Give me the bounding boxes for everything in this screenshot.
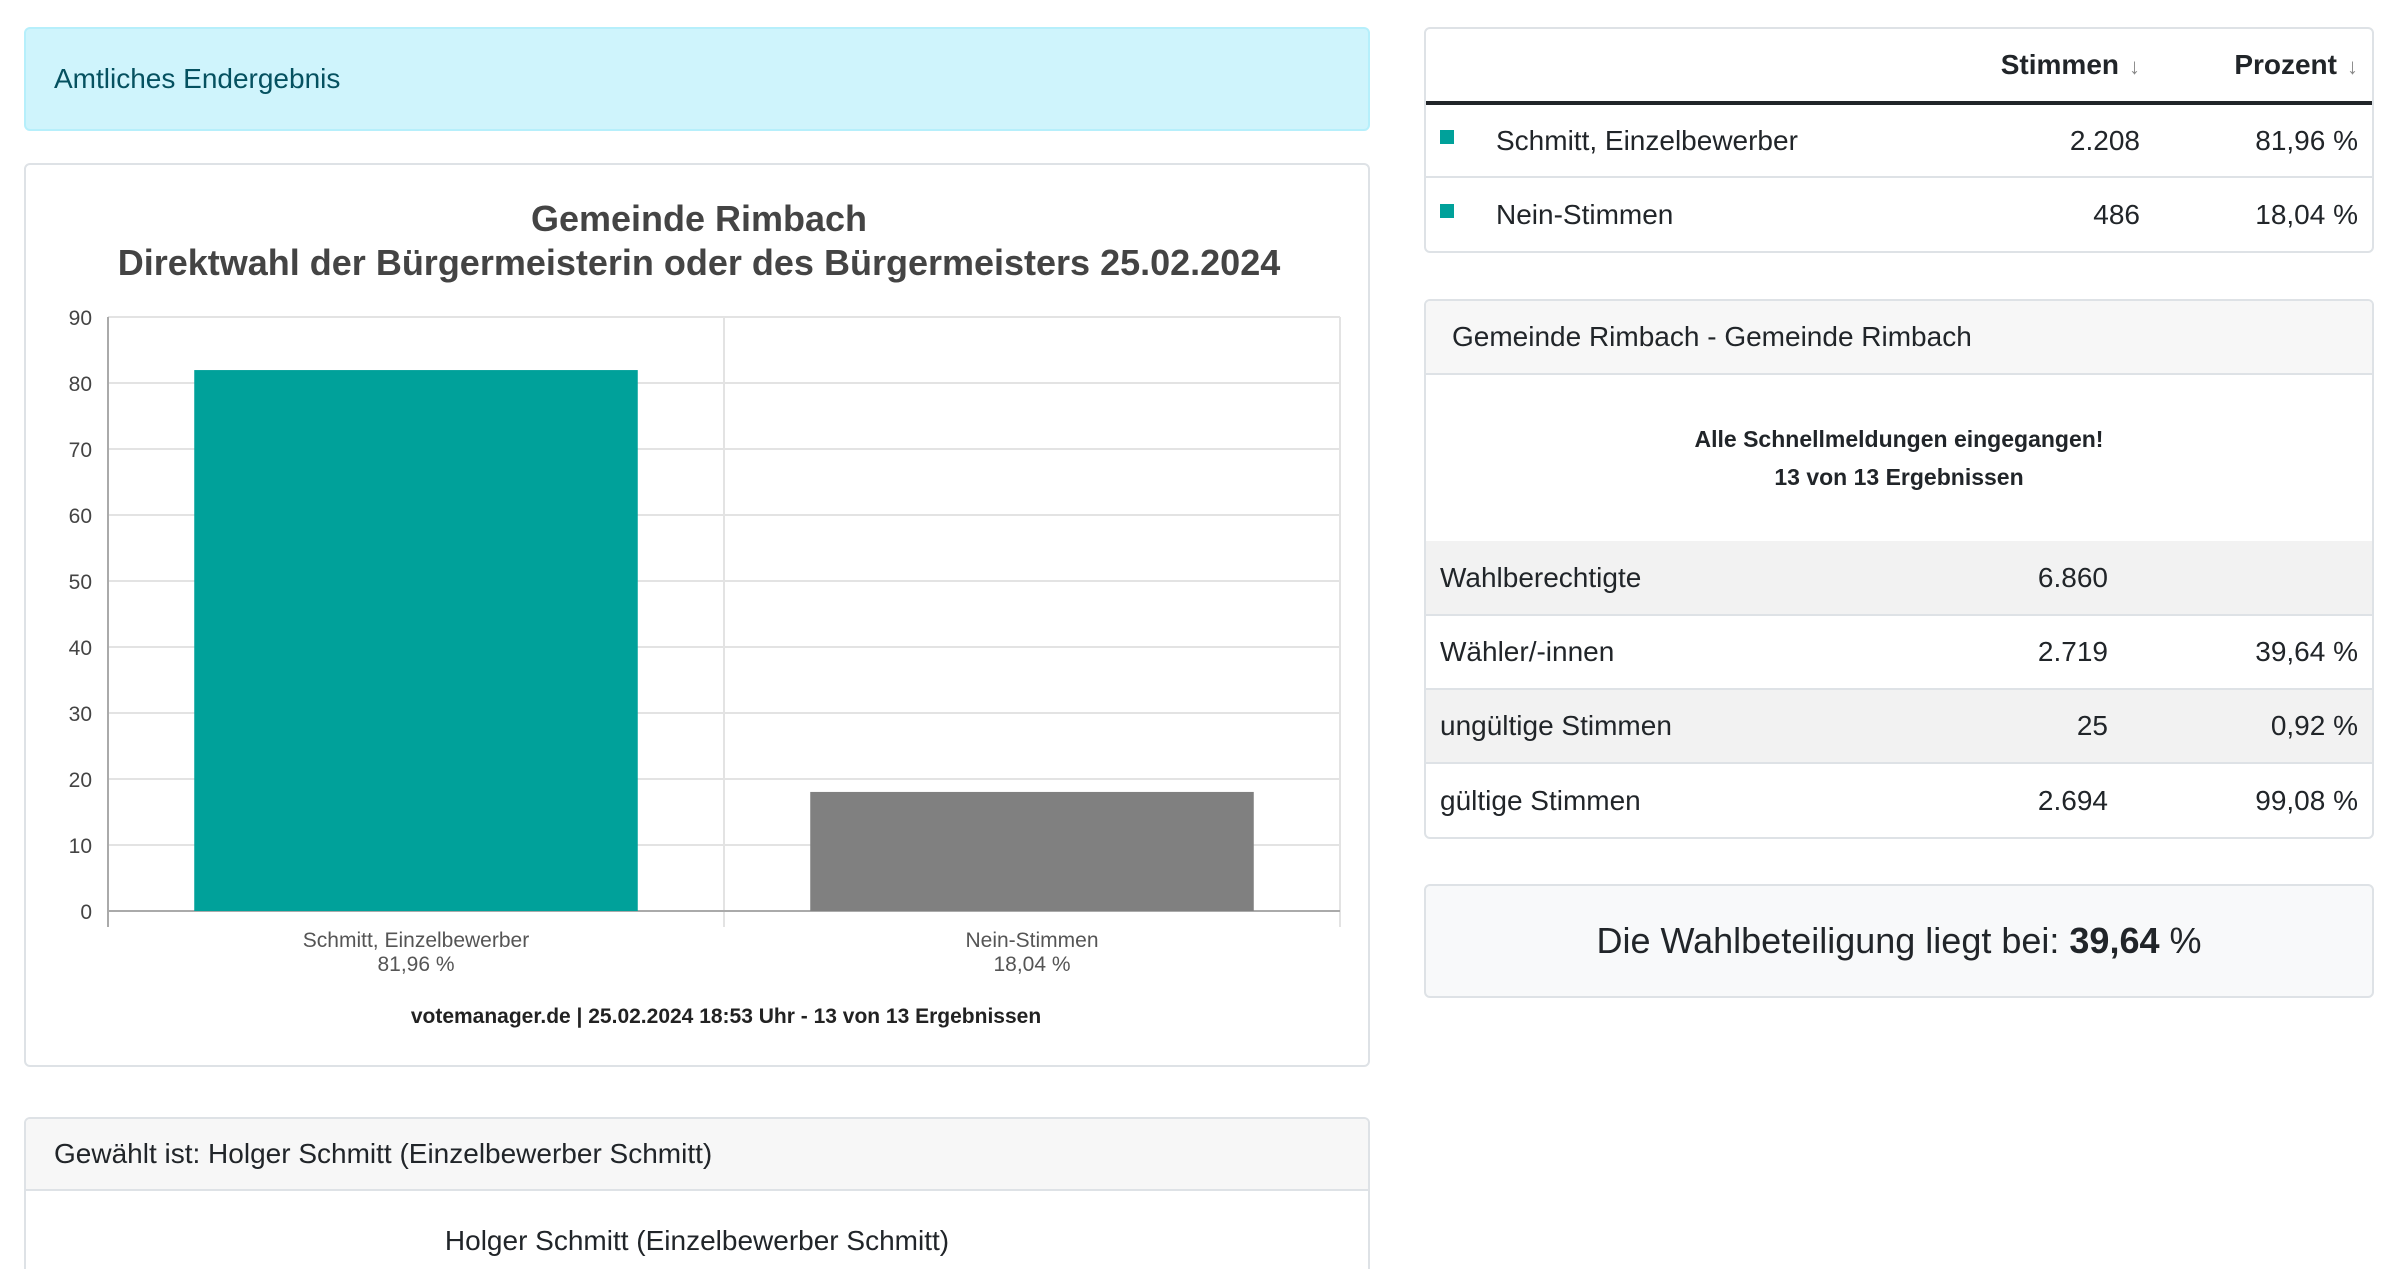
data-label: 81,96 % <box>377 953 454 976</box>
candidate-percent: 81,96 % <box>2154 103 2372 178</box>
color-column-header <box>1426 29 1482 105</box>
results-table: Stimmen ↓ Prozent ↓ Schmitt, Einzelbewerbe… <box>1426 29 2372 251</box>
sort-arrow-icon[interactable]: ↓ <box>2129 54 2140 79</box>
candidate-name: Nein-Stimmen <box>1496 198 1674 230</box>
bar <box>194 370 638 912</box>
stats-row: gültige Stimmen 2.694 99,08 % <box>1426 762 2372 837</box>
elected-header: Gewählt ist: Holger Schmitt (Einzelbewer… <box>26 1119 1368 1191</box>
reports-notice-line1: Alle Schnellmeldungen eingegangen! <box>1694 426 2104 452</box>
status-alert-text: Amtliches Endergebnis <box>54 63 341 94</box>
y-tick-label: 50 <box>69 571 92 594</box>
stats-value: 25 <box>1922 688 2122 763</box>
stats-row: Wahlberechtigte 6.860 <box>1426 541 2372 615</box>
y-tick-label: 20 <box>69 769 92 792</box>
stats-percent: 0,92 % <box>2122 688 2372 763</box>
y-tick-label: 90 <box>69 307 92 330</box>
results-card: Stimmen ↓ Prozent ↓ Schmitt, Einzelbewerbe… <box>1424 27 2374 253</box>
y-tick-label: 30 <box>69 703 92 726</box>
color-cell <box>1426 177 1482 251</box>
chart-footer: votemanager.de | 25.02.2024 18:53 Uhr - … <box>411 1005 1041 1028</box>
x-tick-label: Nein-Stimmen <box>965 929 1098 952</box>
stats-value: 2.694 <box>1922 762 2122 837</box>
stats-percent <box>2122 541 2372 615</box>
stats-row: ungültige Stimmen 25 0,92 % <box>1426 688 2372 763</box>
y-tick-label: 60 <box>69 505 92 528</box>
color-cell <box>1426 103 1482 178</box>
y-tick-label: 0 <box>80 901 92 924</box>
color-square-icon <box>1440 129 1454 144</box>
candidate-votes: 486 <box>2093 198 2140 230</box>
votes-column-label: Stimmen <box>2000 49 2119 80</box>
stats-label: gültige Stimmen <box>1426 762 1922 837</box>
elected-card: Gewählt ist: Holger Schmitt (Einzelbewer… <box>24 1117 1370 1269</box>
percent-column-header[interactable]: Prozent ↓ <box>2154 29 2372 105</box>
municipality-card: Gemeinde Rimbach - Gemeinde Rimbach Alle… <box>1424 299 2374 839</box>
sort-arrow-icon[interactable]: ↓ <box>2347 54 2358 79</box>
y-tick-label: 70 <box>69 439 92 462</box>
turnout-unit: % <box>2169 920 2202 961</box>
chart-subtitle: Direktwahl der Bürgermeisterin oder des … <box>118 242 1281 283</box>
name-column-header <box>1482 29 1928 105</box>
y-tick-label: 10 <box>69 835 92 858</box>
chart-card: Gemeinde Rimbach Direktwahl der Bürgermei… <box>24 163 1370 1067</box>
elected-name: Holger Schmitt (Einzelbewerber Schmitt) <box>444 1225 950 1256</box>
status-alert: Amtliches Endergebnis <box>24 27 1370 131</box>
y-tick-label: 80 <box>69 373 92 396</box>
y-tick-label: 40 <box>69 637 92 660</box>
chart-title: Gemeinde Rimbach <box>531 198 867 239</box>
votes-column-header[interactable]: Stimmen ↓ <box>1927 29 2154 105</box>
stats-label: Wähler/-innen <box>1426 614 1922 689</box>
turnout-prefix: Die Wahlbeteiligung liegt bei: <box>1596 920 2060 961</box>
stats-percent: 39,64 % <box>2122 614 2372 689</box>
x-tick-label: Schmitt, Einzelbewerber <box>303 929 529 952</box>
turnout-value: 39,64 <box>2069 920 2160 961</box>
color-square-icon <box>1440 203 1454 218</box>
stats-table: Wahlberechtigte 6.860 Wähler/-innen 2.71… <box>1426 541 2372 837</box>
table-row: Schmitt, Einzelbewerber 2.208 81,96 % <box>1426 103 2372 178</box>
stats-percent: 99,08 % <box>2122 762 2372 837</box>
percent-column-label: Prozent <box>2234 49 2337 80</box>
candidate-percent: 18,04 % <box>2255 198 2358 230</box>
municipality-header: Gemeinde Rimbach - Gemeinde Rimbach <box>1426 301 2372 375</box>
turnout-box: Die Wahlbeteiligung liegt bei: 39,64 % <box>1424 884 2374 998</box>
data-label: 18,04 % <box>993 953 1070 976</box>
stats-value: 2.719 <box>1922 614 2122 689</box>
reports-notice: Alle Schnellmeldungen eingegangen! 13 vo… <box>1426 375 2372 541</box>
results-header-row: Stimmen ↓ Prozent ↓ <box>1426 29 2372 105</box>
candidate-votes: 2.208 <box>1927 103 2154 178</box>
bar <box>810 791 1254 911</box>
stats-label: Wahlberechtigte <box>1426 541 1922 615</box>
stats-label: ungültige Stimmen <box>1426 688 1922 763</box>
candidate-name: Schmitt, Einzelbewerber <box>1482 103 1928 178</box>
stats-row: Wähler/-innen 2.719 39,64 % <box>1426 614 2372 689</box>
table-row: Nein-Stimmen 486 18,04 % <box>1426 177 2372 251</box>
reports-notice-line2: 13 von 13 Ergebnissen <box>1774 464 2024 490</box>
stats-value: 6.860 <box>1922 541 2122 615</box>
